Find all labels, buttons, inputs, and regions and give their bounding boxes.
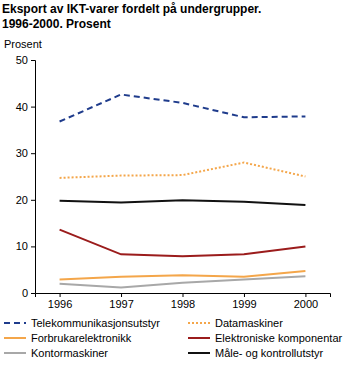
y-tick: 30 — [16, 147, 35, 159]
x-tick: 1997 — [109, 293, 133, 310]
legend: Telekommunikasjonsutstyr Datamaskiner Forb… — [4, 317, 343, 359]
y-tick: 50 — [16, 54, 35, 66]
y-tick-mark — [31, 246, 35, 247]
x-tick: 1996 — [48, 293, 72, 310]
y-tick-mark — [31, 60, 35, 61]
x-tick-label: 1996 — [48, 298, 72, 310]
x-tick-label: 1999 — [232, 298, 256, 310]
series-line — [60, 276, 306, 287]
legend-label: Datamaskiner — [215, 317, 283, 329]
y-tick-label: 40 — [16, 101, 28, 113]
legend-label: Forbrukarelektronikk — [31, 332, 132, 344]
y-tick-mark — [31, 200, 35, 201]
series-line — [60, 94, 306, 121]
x-tick: 1998 — [171, 293, 195, 310]
legend-swatch — [4, 337, 26, 339]
x-tick-mark — [60, 293, 61, 297]
x-tick-label: 1997 — [109, 298, 133, 310]
x-tick: 2000 — [294, 293, 318, 310]
chart: Eksport av IKT-varer fordelt på undergru… — [0, 0, 361, 370]
y-tick: 0 — [22, 287, 35, 299]
y-tick-label: 50 — [16, 54, 28, 66]
legend-swatch — [188, 337, 210, 339]
series-line — [60, 230, 306, 257]
y-axis: 0 10 20 30 40 50 — [16, 54, 36, 299]
y-tick: 20 — [16, 194, 35, 206]
y-axis-title: Prosent — [4, 38, 42, 50]
y-tick-label: 10 — [16, 240, 28, 252]
y-tick-label: 30 — [16, 147, 28, 159]
y-tick-mark — [31, 153, 35, 154]
x-tick-mark — [121, 293, 122, 297]
x-tick-label: 1998 — [171, 298, 195, 310]
title: Eksport av IKT-varer fordelt på undergru… — [2, 2, 261, 31]
x-tick: 1999 — [232, 293, 256, 310]
x-tick-mark — [244, 293, 245, 297]
x-tick-label: 2000 — [294, 298, 318, 310]
legend-label: Telekommunikasjonsutstyr — [31, 317, 160, 329]
y-tick: 40 — [16, 101, 35, 113]
legend-swatch — [4, 352, 26, 354]
lines — [60, 94, 306, 287]
x-axis: 1996 1997 1998 1999 2000 — [36, 293, 331, 310]
x-axis-line — [36, 294, 331, 298]
y-tick: 10 — [16, 240, 35, 252]
x-tick-mark — [305, 293, 306, 297]
y-tick-mark — [31, 107, 35, 108]
legend-swatch — [188, 322, 210, 324]
legend-swatch — [188, 352, 210, 354]
y-tick-label: 20 — [16, 194, 28, 206]
series-line — [60, 163, 306, 178]
y-tick-label: 0 — [22, 287, 28, 299]
legend-label: Elektroniske komponentar — [215, 332, 343, 344]
y-axis-line — [31, 61, 36, 294]
legend-swatch — [4, 322, 26, 324]
series-line — [60, 200, 306, 205]
legend-label: Kontormaskiner — [31, 347, 108, 359]
x-tick-mark — [183, 293, 184, 297]
legend-label: Måle- og kontrollutstyr — [215, 347, 324, 359]
y-tick-mark — [31, 293, 35, 294]
